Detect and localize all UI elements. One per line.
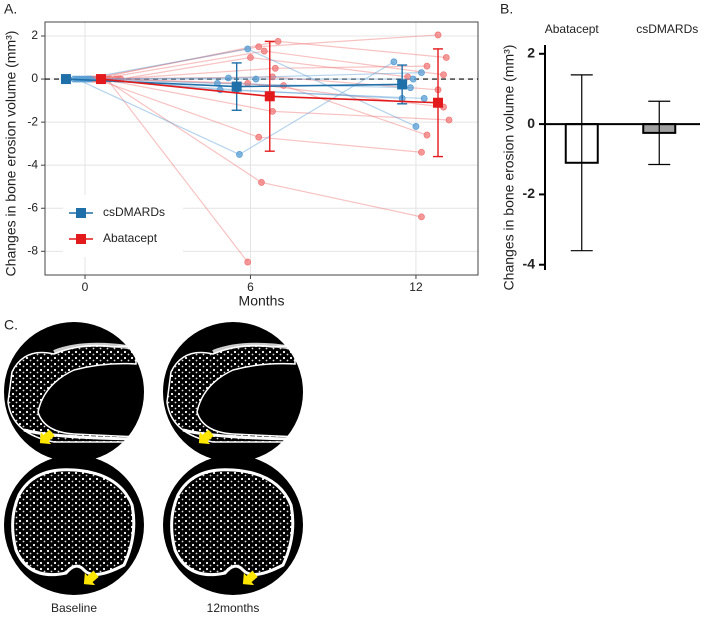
bone-shape xyxy=(11,468,136,577)
error-bar xyxy=(648,100,671,166)
plot-border xyxy=(44,21,479,276)
y-axis-label: Changes in bone erosion volume (mm³) xyxy=(501,45,517,291)
patient-point xyxy=(236,151,243,158)
legend-label: Abatacept xyxy=(103,231,158,245)
patient-point xyxy=(434,31,442,39)
ct-image xyxy=(163,455,303,595)
cortex xyxy=(212,342,294,354)
legend-marker xyxy=(76,234,86,244)
patient-point xyxy=(260,47,268,55)
x-tick-label: 6 xyxy=(247,280,254,294)
patient-point xyxy=(255,43,263,51)
legend-marker xyxy=(76,208,86,218)
cortex xyxy=(182,428,300,441)
patient-point xyxy=(423,131,431,139)
x-axis-label: Months xyxy=(239,293,285,309)
y-axis-label: Changes in bone erosion volume (mm³) xyxy=(3,31,19,277)
y-tick-label: -2 xyxy=(523,185,536,201)
y-tick-label: -6 xyxy=(27,200,38,214)
arrow xyxy=(83,570,99,586)
patient-line xyxy=(106,78,249,263)
y-tick-label: 0 xyxy=(527,115,535,131)
legend-label: csDMARDs xyxy=(103,205,165,219)
category-label: Abatacept xyxy=(545,22,600,36)
patient-point xyxy=(244,79,252,87)
patient-point xyxy=(445,116,453,124)
y-tick-label: 0 xyxy=(31,71,38,85)
y-tick-label: -8 xyxy=(27,243,38,257)
panel-label: C. xyxy=(4,317,18,333)
patient-point xyxy=(390,58,398,66)
y-tick-label: 2 xyxy=(31,28,38,42)
patient-point xyxy=(274,37,282,45)
ct-image xyxy=(163,322,303,462)
patient-point xyxy=(440,71,447,79)
y-tick-label: 2 xyxy=(527,44,535,60)
patient-point xyxy=(409,75,417,83)
panel-label: B. xyxy=(500,1,513,17)
image-caption: Baseline xyxy=(51,601,97,615)
category-label: csDMARDs xyxy=(636,22,698,36)
patient-point xyxy=(252,75,260,83)
patient-point xyxy=(442,54,450,61)
cortex xyxy=(23,428,141,441)
patient-point xyxy=(244,45,252,53)
x-tick-label: 12 xyxy=(409,280,423,294)
x-tick-label: 0 xyxy=(82,280,89,294)
arrow xyxy=(39,429,55,445)
patient-point xyxy=(418,69,425,76)
bone-shape xyxy=(170,468,295,577)
cortex xyxy=(53,342,135,354)
patient-point xyxy=(258,179,265,186)
image-caption: 12months xyxy=(207,601,260,615)
mean-marker xyxy=(231,81,242,92)
y-tick-label: -4 xyxy=(523,255,536,271)
patient-point xyxy=(418,213,425,221)
legend-box xyxy=(63,195,183,257)
patient-point xyxy=(418,148,425,156)
patient-point xyxy=(244,258,252,266)
panel-label: A. xyxy=(4,1,17,17)
ct-image xyxy=(4,455,144,595)
y-tick-label: -4 xyxy=(27,157,38,171)
patient-point xyxy=(407,84,414,92)
patient-point xyxy=(87,75,94,83)
mean-marker xyxy=(397,79,408,90)
error-bar xyxy=(570,74,593,252)
mean-marker xyxy=(60,74,71,85)
arrow xyxy=(242,570,258,586)
patient-point xyxy=(247,54,254,61)
ct-image xyxy=(4,322,144,462)
arrow xyxy=(198,429,214,445)
patient-point xyxy=(255,133,263,141)
patient-point xyxy=(423,62,431,70)
patient-point xyxy=(412,123,420,130)
patient-point xyxy=(225,74,232,82)
mean-marker xyxy=(433,97,444,108)
patient-point xyxy=(420,95,428,102)
y-tick-label: -2 xyxy=(27,114,38,128)
mean-marker xyxy=(95,74,106,85)
mean-marker xyxy=(264,91,275,102)
patient-point xyxy=(271,64,279,72)
